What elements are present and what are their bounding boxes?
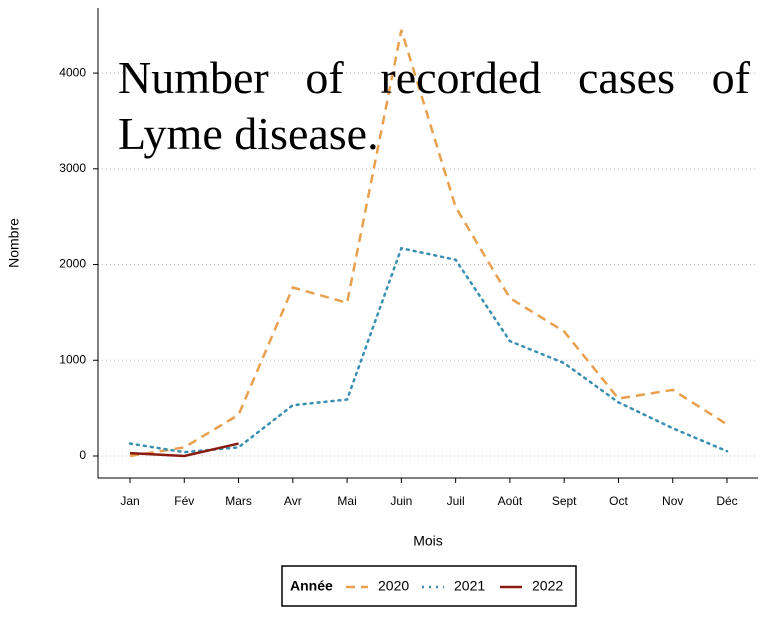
y-tick-label: 0 — [79, 448, 86, 462]
x-tick-label: Mars — [225, 494, 252, 508]
y-tick-label: 3000 — [59, 161, 86, 175]
x-tick-label: Avr — [284, 494, 302, 508]
y-tick-label: 1000 — [59, 352, 86, 366]
x-tick-label: Mai — [337, 494, 356, 508]
legend-label: 2022 — [532, 578, 563, 594]
x-tick-label: Juin — [390, 494, 412, 508]
x-tick-label: Nov — [662, 494, 683, 508]
x-tick-label: Fév — [174, 494, 194, 508]
x-tick-label: Jan — [120, 494, 139, 508]
line-series — [128, 246, 729, 454]
x-tick-label: Déc — [716, 494, 737, 508]
legend-label: 2020 — [378, 578, 409, 594]
line-series — [129, 29, 728, 458]
legend-title: Année — [290, 578, 333, 594]
x-tick-label: Juil — [447, 494, 465, 508]
chart-title: Number of recorded cases of Lyme disease… — [118, 52, 750, 159]
line-series — [129, 442, 239, 458]
legend-label: 2021 — [454, 578, 485, 594]
x-tick-label: Oct — [609, 494, 628, 508]
x-axis-label: Mois — [413, 533, 443, 549]
x-tick-label: Sept — [552, 494, 577, 508]
y-axis-label: Nombre — [6, 218, 22, 268]
y-tick-label: 4000 — [59, 65, 86, 79]
y-tick-label: 2000 — [59, 257, 86, 271]
x-tick-label: Août — [498, 494, 523, 508]
